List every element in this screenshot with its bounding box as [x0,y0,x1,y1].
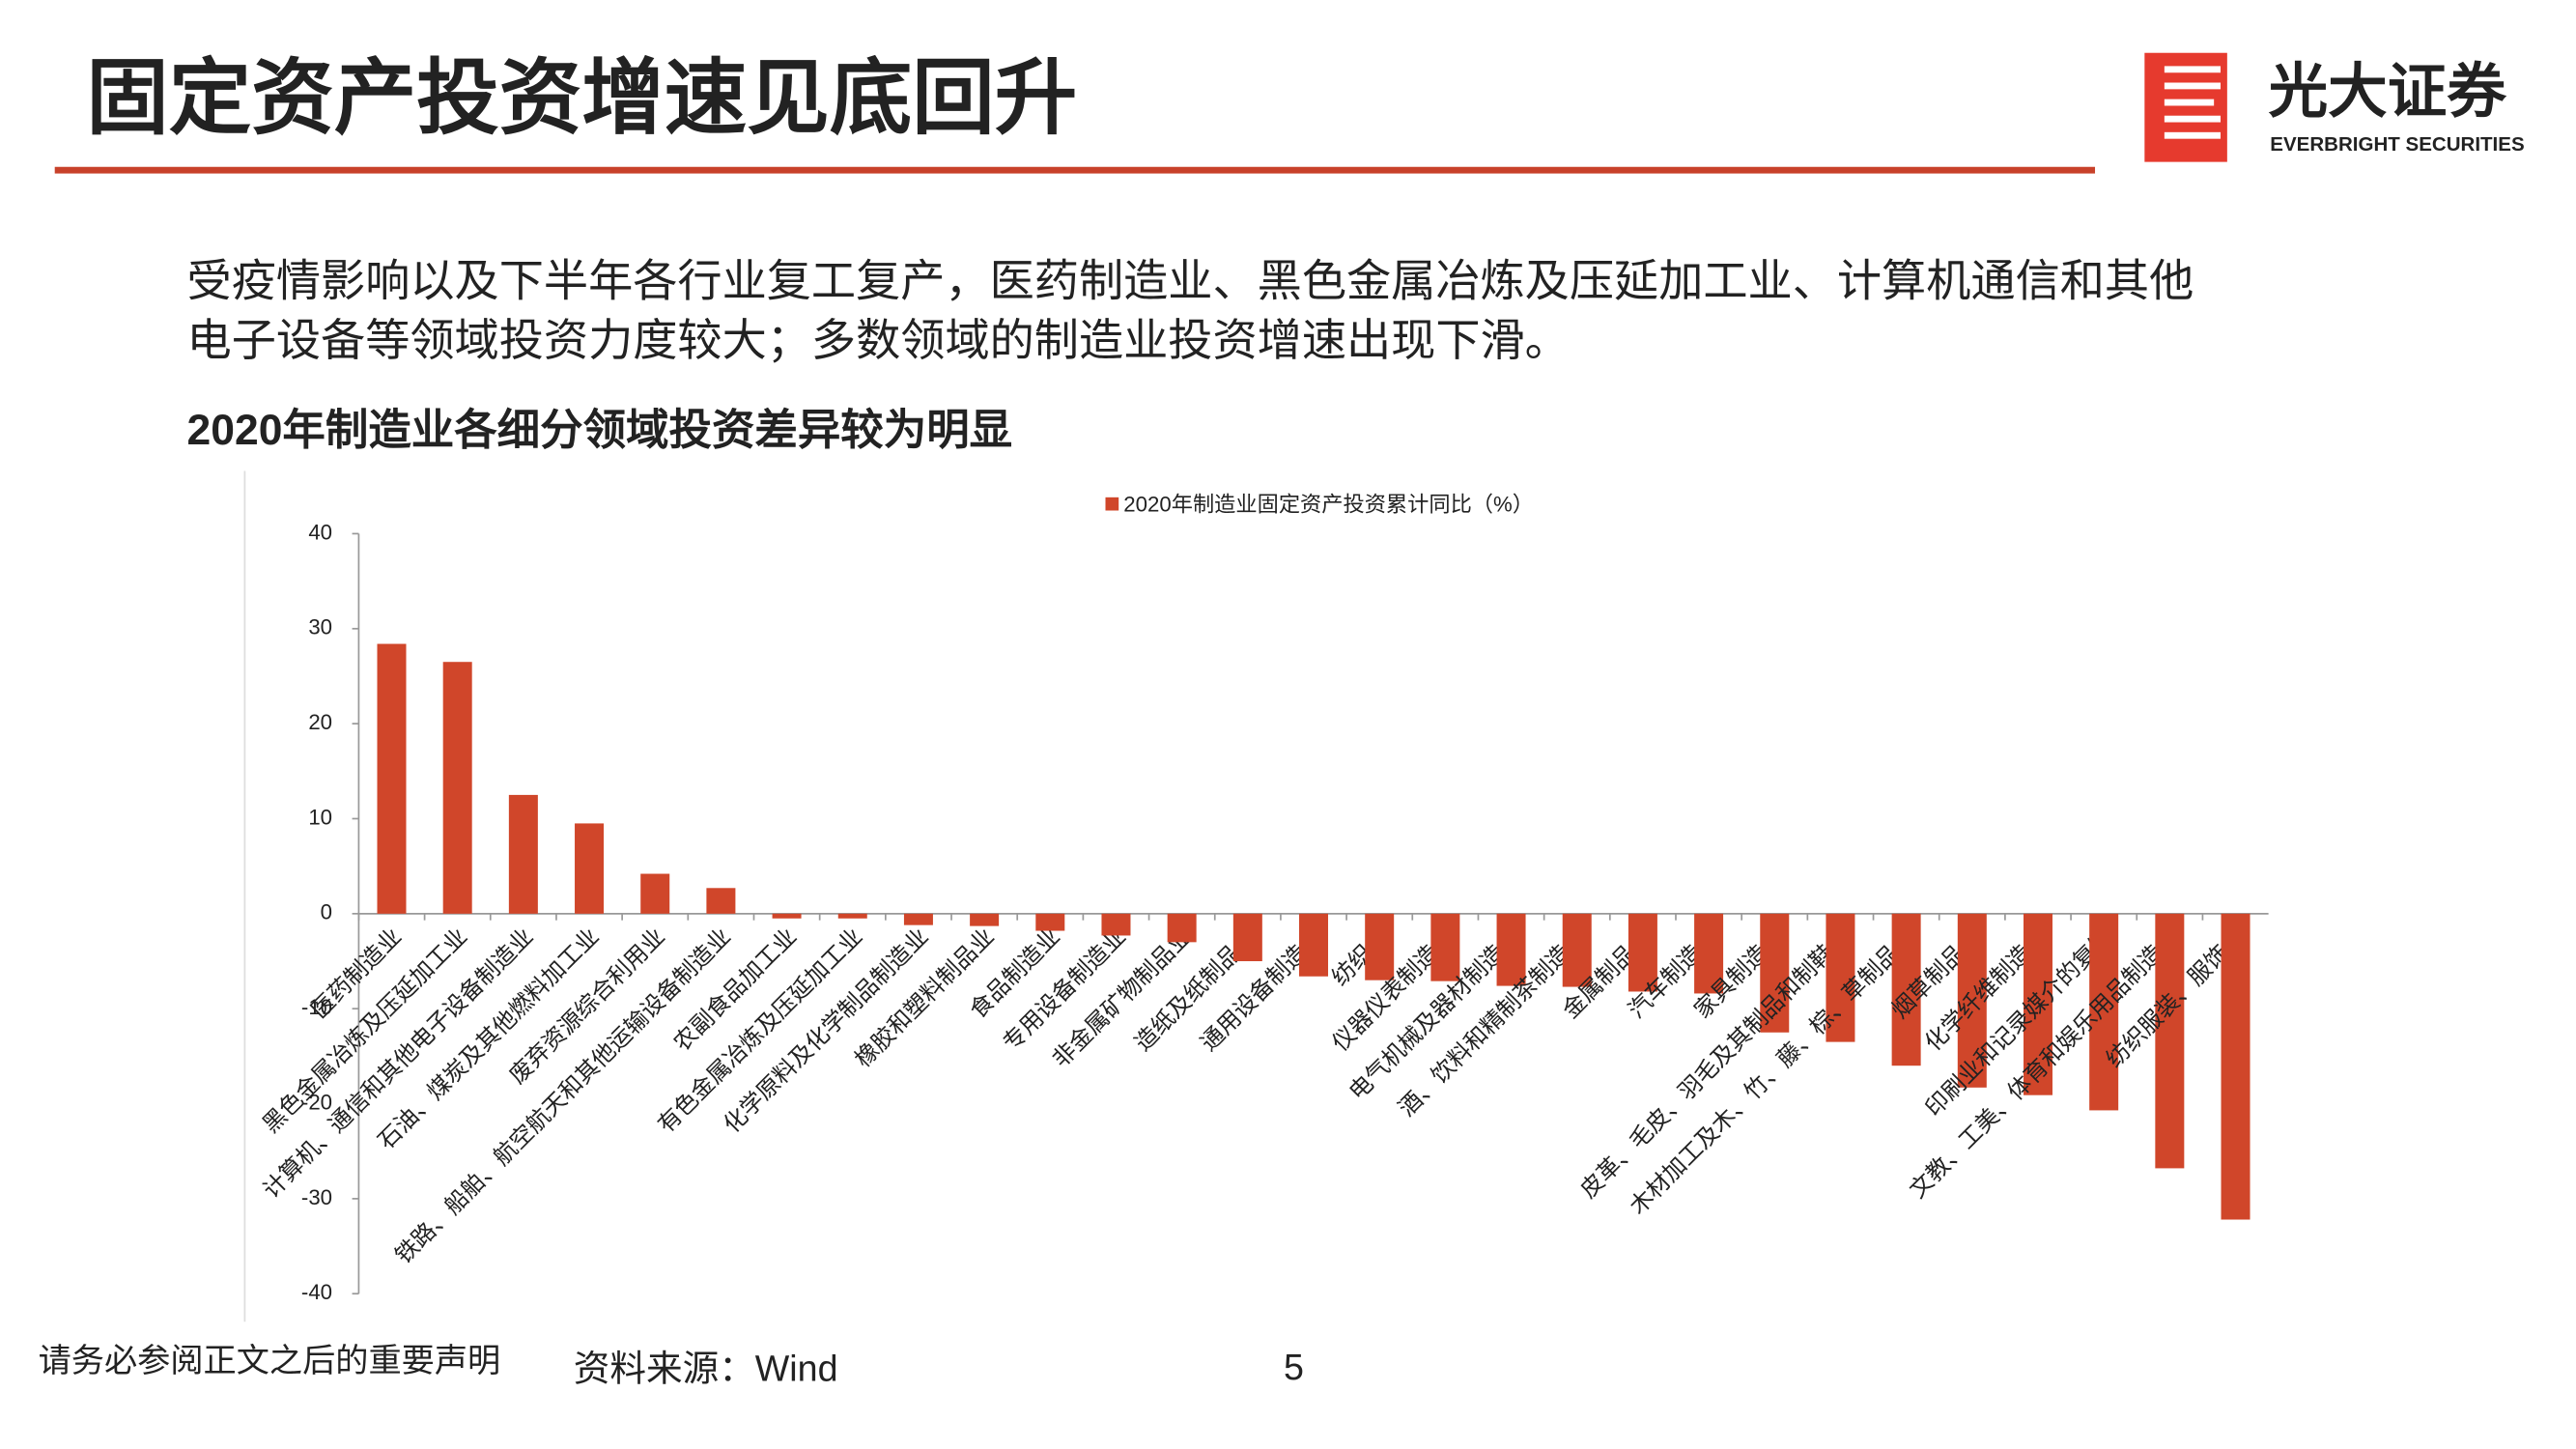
y-tick-label: 0 [321,900,332,924]
bar [1957,913,1987,1088]
bar [1232,913,1262,962]
logo-subtext: EVERBRIGHT SECURITIES [2270,133,2524,156]
y-tick-label: -40 [301,1280,332,1304]
bar [1760,913,1790,1033]
bar [706,888,736,914]
bar [903,913,933,925]
bar [1299,913,1329,977]
bar [1694,913,1724,994]
chart-subtitle: 2020年制造业各细分领域投资差异较为明显 [187,407,1013,454]
source: 资料来源：Wind [574,1349,838,1389]
legend-label: 2020年制造业固定资产投资累计同比（%） [1123,492,1534,516]
bar [1101,913,1131,936]
disclaimer: 请务必参阅正文之后的重要声明 [39,1343,501,1379]
legend-swatch [1105,497,1119,511]
title-rule [54,166,2096,174]
body-text: 电子设备等领域投资力度较大；多数领域的制造业投资增速出现下滑。 [187,315,1570,365]
bar [1496,913,1526,986]
bar [1035,913,1065,931]
y-tick-label: -10 [301,995,332,1019]
y-tick-label: 20 [308,710,332,734]
bar [970,913,1000,926]
bar [2221,913,2250,1220]
bar [442,662,472,914]
bar [508,794,538,914]
logo-text: 光大证券 [2269,58,2508,125]
bar [1628,913,1657,992]
bar [377,643,407,914]
bar [1430,913,1460,981]
logo: 光大证券 EVERBRIGHT SECURITIES [2144,52,2525,162]
bar [1562,913,1592,987]
bar [2023,913,2052,1095]
bar [837,913,867,919]
slide-title: 固定资产投资增速见底回升 [86,52,1077,144]
y-tick-label: -30 [301,1185,332,1209]
y-tick-label: -20 [301,1090,332,1114]
bar [1167,913,1197,943]
bar [2089,913,2119,1111]
bar [1891,913,1921,1066]
bar [1365,913,1395,980]
y-tick-label: 10 [308,805,332,829]
bar [575,823,605,914]
body-text: 受疫情影响以及下半年各行业复工复产，医药制造业、黑色金属冶炼及压延加工业、计算机… [187,255,2194,305]
bar [2155,913,2185,1169]
bar [640,873,670,914]
y-tick-label: 40 [308,520,332,544]
y-tick-label: 30 [308,615,332,639]
bar [1826,913,1855,1042]
page-number: 5 [1284,1347,1304,1387]
chart: -40 -30 -20 -10 0 10 20 30 40 2020年制造业固定资产投资累计同比（… [258,492,2269,1304]
bar [772,913,802,919]
